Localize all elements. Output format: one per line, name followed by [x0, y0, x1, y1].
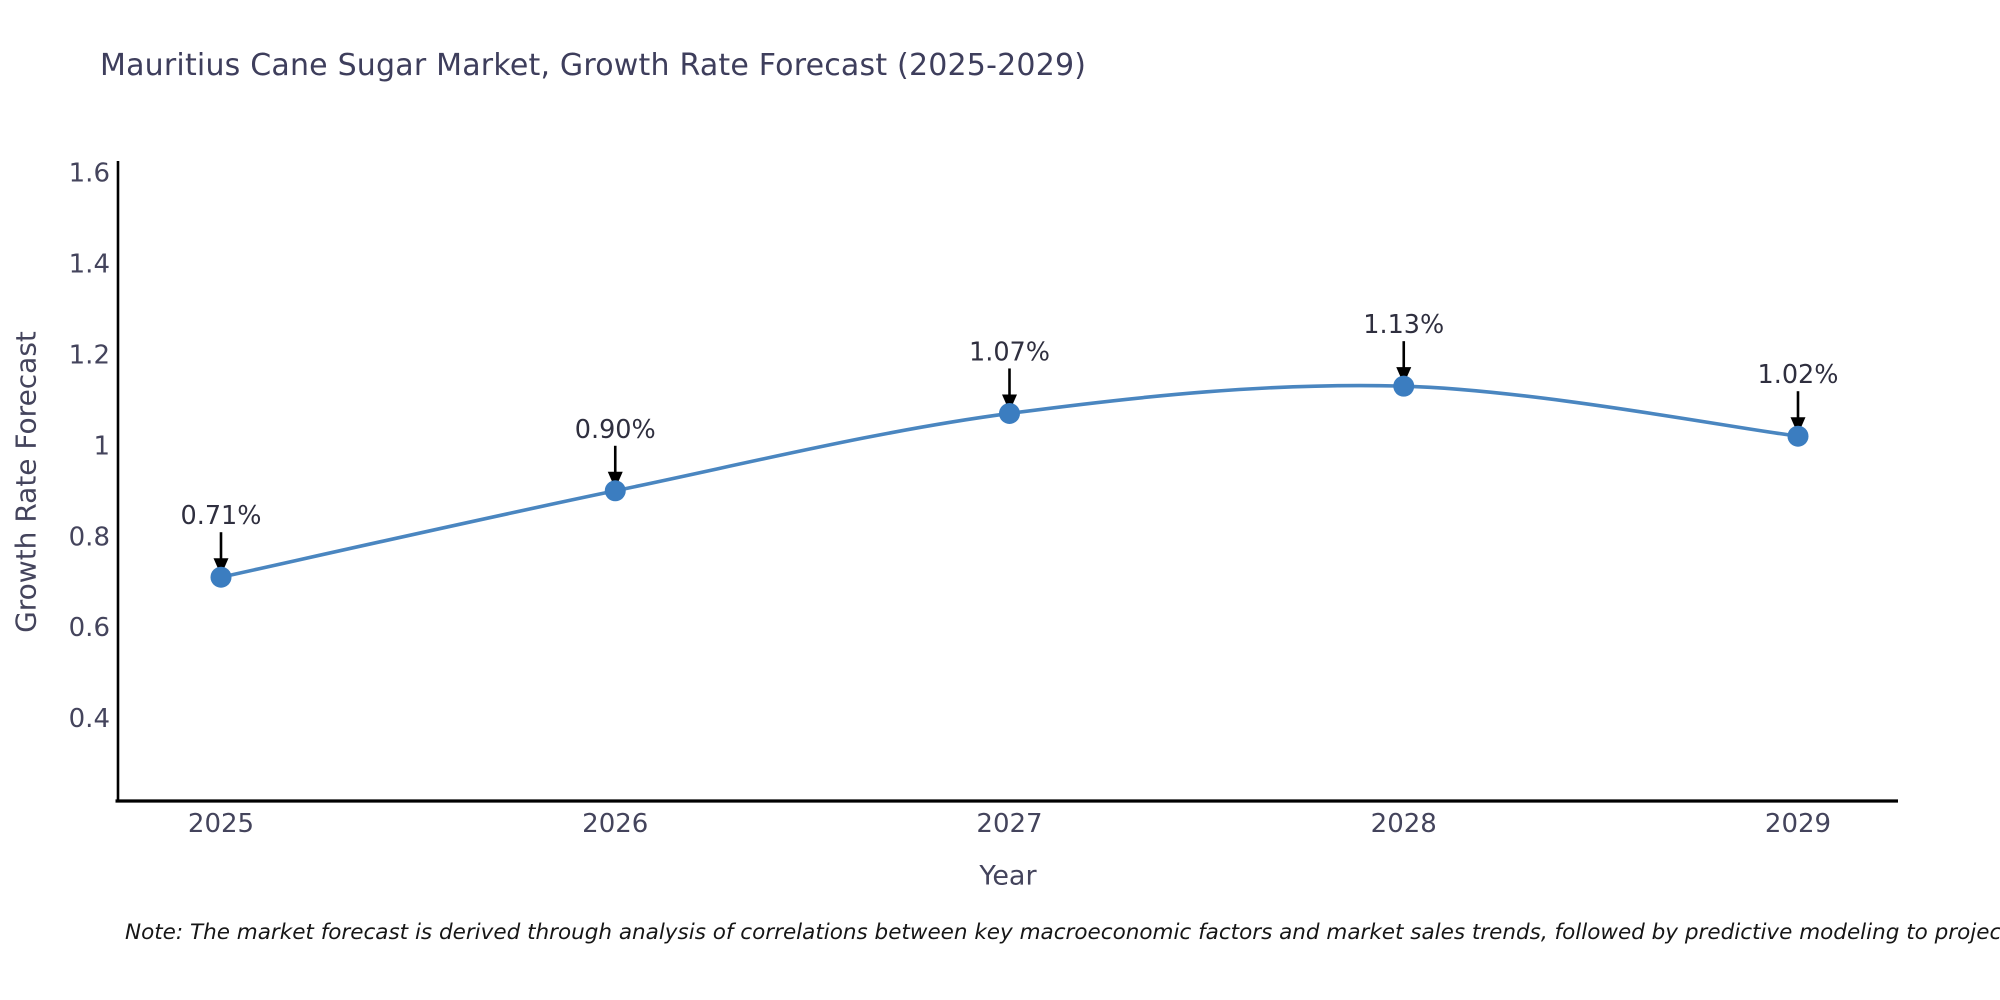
y-tick-label: 0.6 [69, 613, 110, 643]
x-tick-label: 2028 [1371, 809, 1437, 839]
chart-title: Mauritius Cane Sugar Market, Growth Rate… [100, 48, 1087, 83]
data-point-label: 1.13% [1363, 310, 1444, 340]
data-point-label: 1.02% [1757, 360, 1838, 390]
x-tick-label: 2029 [1765, 809, 1831, 839]
x-tick-label: 2027 [976, 809, 1042, 839]
y-tick-label: 1.6 [69, 158, 110, 188]
x-axis-title: Year [979, 860, 1037, 892]
x-tick-label: 2025 [188, 809, 254, 839]
data-point [1787, 425, 1809, 447]
y-axis-title: Growth Rate Forecast [9, 331, 43, 633]
y-tick-label: 1.4 [69, 249, 110, 279]
data-point [999, 402, 1020, 424]
data-point-label: 0.90% [575, 415, 656, 445]
data-point [210, 566, 232, 588]
y-tick-label: 0.8 [69, 522, 110, 552]
y-tick-label: 1.2 [69, 340, 110, 370]
data-point-label: 1.07% [969, 337, 1050, 367]
x-tick-label: 2026 [582, 809, 648, 839]
data-point [604, 480, 626, 502]
data-point-label: 0.71% [180, 501, 261, 531]
y-tick-label: 0.4 [69, 704, 110, 734]
y-tick-label: 1 [93, 431, 110, 461]
footnote-text: Note: The market forecast is derived thr… [125, 920, 2000, 945]
data-point [1393, 375, 1415, 397]
